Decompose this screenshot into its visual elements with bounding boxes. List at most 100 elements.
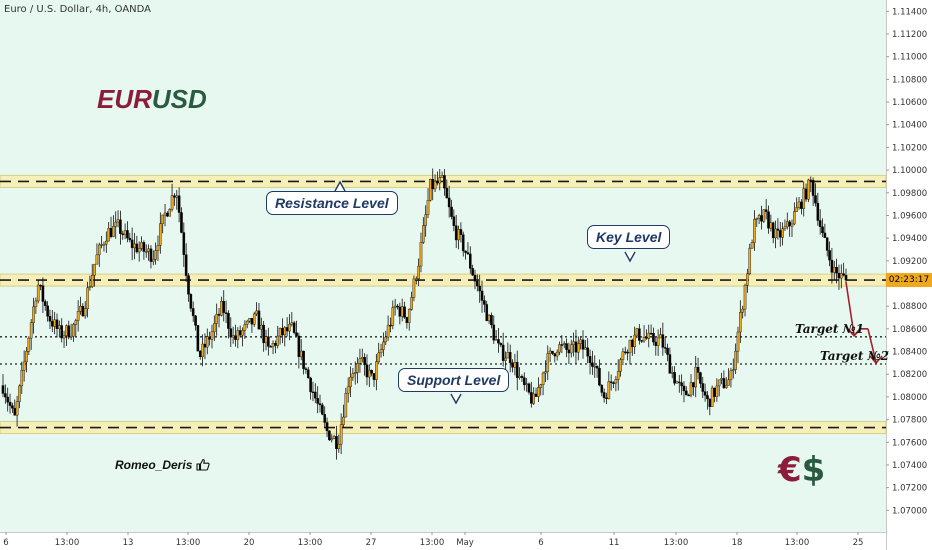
candle-bear: [818, 220, 822, 227]
candle-bear: [13, 408, 17, 416]
candle-bear: [194, 315, 197, 326]
candle-bear: [8, 401, 12, 406]
candle-bear: [443, 175, 446, 189]
euro-dollar-logo: €$: [778, 450, 825, 490]
candle-bull: [163, 212, 167, 216]
candle-bull: [168, 209, 172, 217]
candle-bear: [459, 229, 463, 235]
candle-bull: [351, 373, 355, 378]
candle-bear: [182, 232, 186, 255]
candle-bear: [722, 378, 726, 389]
candle-bull: [76, 311, 80, 321]
x-tick-label: May: [456, 538, 474, 548]
candle-bull: [793, 211, 796, 225]
candle-bear: [295, 332, 298, 337]
y-tick-label: 1.11200: [892, 30, 927, 40]
candle-bear: [302, 350, 305, 369]
candle-bear: [363, 357, 366, 366]
key-level-callout: Key Level: [587, 225, 671, 249]
candle-bull: [739, 311, 742, 333]
candle-bull: [727, 379, 730, 386]
candle-bear: [520, 375, 524, 378]
candle-bear: [447, 197, 451, 208]
candle-bull: [419, 242, 423, 267]
candle-bear: [522, 377, 526, 386]
candle-bear: [6, 396, 9, 403]
candle-bear: [478, 285, 481, 292]
candle-bear: [314, 391, 317, 399]
candle-bear: [229, 328, 233, 338]
candle-bull: [642, 337, 646, 342]
y-tick-label: 1.08200: [892, 370, 927, 380]
candle-bull: [264, 336, 268, 344]
candle-bear: [46, 305, 49, 317]
candle-bull: [248, 318, 251, 322]
candle-bull: [424, 214, 427, 226]
candle-bull: [236, 330, 240, 340]
candle-bull: [762, 209, 766, 222]
candle-bear: [534, 393, 538, 397]
candle-bull: [156, 245, 160, 251]
y-tick-label: 1.10800: [892, 75, 927, 85]
candle-bear: [800, 201, 803, 209]
candle-bull: [22, 361, 26, 371]
candle-bull: [384, 336, 388, 343]
candle-bull: [175, 195, 179, 198]
candle-bull: [344, 392, 348, 418]
target-2-label: Target №2: [820, 349, 890, 363]
candle-bull: [628, 339, 632, 353]
candle-bear: [187, 275, 190, 295]
candle-bear: [11, 405, 14, 409]
candle-bear: [501, 344, 505, 361]
candle-bear: [497, 339, 500, 344]
candle-bull: [102, 243, 106, 246]
x-tick-label: 13:00: [420, 538, 445, 548]
y-tick-label: 1.09800: [892, 189, 927, 199]
candle-bull: [353, 372, 357, 374]
y-tick-label: 1.08400: [892, 348, 927, 358]
candle-bear: [292, 322, 296, 333]
candle-bull: [356, 363, 359, 373]
candle-bull: [715, 385, 719, 397]
candle-bear: [454, 225, 458, 241]
candle-bear: [760, 215, 763, 222]
candle-bull: [579, 339, 582, 344]
candle-bear: [285, 327, 289, 332]
y-tick-label: 1.10400: [892, 121, 927, 131]
candle-bear: [403, 306, 406, 318]
candle-bull: [144, 251, 148, 253]
candle-bear: [692, 382, 695, 388]
candle-bull: [790, 223, 794, 227]
candle-bear: [640, 340, 644, 342]
candle-bull: [137, 248, 141, 253]
candle-bear: [1, 385, 5, 394]
candle-bull: [53, 319, 56, 327]
candle-bull: [210, 331, 214, 340]
candle-bear: [318, 403, 322, 406]
candle-bear: [452, 216, 456, 226]
candle-bear: [468, 253, 472, 269]
candle-bear: [623, 351, 627, 353]
candle-bear: [602, 392, 606, 398]
y-tick-label: 1.07200: [892, 484, 927, 494]
candle-bull: [358, 358, 362, 364]
candle-bull: [20, 370, 24, 387]
candle-bear: [778, 230, 782, 238]
candle-bear: [591, 362, 594, 367]
candle-bear: [649, 332, 653, 335]
candle-bear: [325, 422, 329, 432]
candle-bull: [15, 401, 19, 416]
candle-bear: [668, 354, 672, 374]
candle-bull: [159, 223, 162, 246]
candle-bull: [213, 323, 216, 333]
candle-bear: [177, 195, 181, 213]
arrow-head-2: [869, 355, 883, 365]
candle-bull: [83, 308, 87, 317]
candle-bear: [490, 315, 493, 326]
candle-bear: [551, 350, 554, 354]
candle-bear: [4, 393, 7, 398]
candle-bull: [349, 376, 352, 388]
candle-bull: [729, 370, 733, 381]
candle-bear: [811, 180, 815, 196]
